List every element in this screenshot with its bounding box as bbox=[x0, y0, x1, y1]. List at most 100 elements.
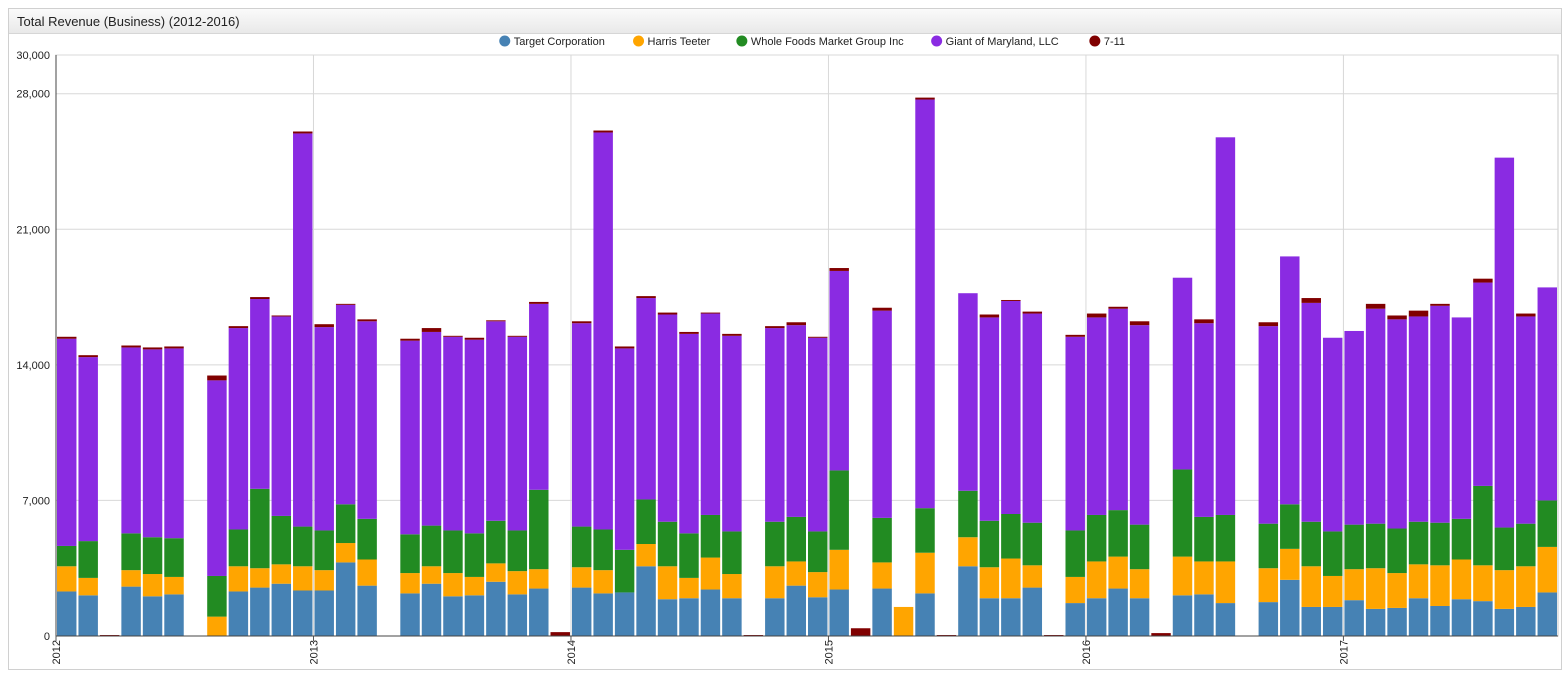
bar-segment-giant-of-maryland-llc[interactable] bbox=[1086, 317, 1107, 515]
bar-segment-whole-foods-market-group-inc[interactable] bbox=[722, 531, 742, 575]
bar-segment-giant-of-maryland-llc[interactable] bbox=[443, 336, 463, 531]
bar-segment-whole-foods-market-group-inc[interactable] bbox=[78, 541, 98, 578]
bar-segment-harris-teeter[interactable] bbox=[1344, 569, 1364, 601]
bar-segment-7-11[interactable] bbox=[164, 346, 184, 349]
bar-segment-whole-foods-market-group-inc[interactable] bbox=[1387, 528, 1407, 574]
bar-segment-whole-foods-market-group-inc[interactable] bbox=[1301, 521, 1321, 567]
bar-segment-harris-teeter[interactable] bbox=[1301, 566, 1321, 607]
bar-segment-giant-of-maryland-llc[interactable] bbox=[1408, 316, 1429, 522]
bar-segment-target-corporation[interactable] bbox=[164, 594, 184, 636]
bar-segment-target-corporation[interactable] bbox=[228, 591, 249, 636]
bar-segment-giant-of-maryland-llc[interactable] bbox=[1387, 319, 1407, 529]
bar-segment-7-11[interactable] bbox=[872, 307, 892, 311]
bar-segment-giant-of-maryland-llc[interactable] bbox=[78, 357, 98, 542]
bar-segment-whole-foods-market-group-inc[interactable] bbox=[979, 520, 1000, 568]
bar-segment-harris-teeter[interactable] bbox=[486, 563, 506, 582]
bar-segment-harris-teeter[interactable] bbox=[1086, 561, 1107, 599]
bar-segment-target-corporation[interactable] bbox=[421, 583, 442, 636]
bar-segment-whole-foods-market-group-inc[interactable] bbox=[872, 517, 892, 563]
bar-segment-whole-foods-market-group-inc[interactable] bbox=[808, 531, 828, 573]
bar-segment-7-11[interactable] bbox=[1473, 278, 1493, 283]
bar-segment-giant-of-maryland-llc[interactable] bbox=[915, 99, 935, 509]
bar-segment-harris-teeter[interactable] bbox=[765, 566, 785, 599]
bar-segment-whole-foods-market-group-inc[interactable] bbox=[915, 508, 935, 553]
legend-item[interactable]: Harris Teeter bbox=[633, 35, 711, 49]
bar-segment-target-corporation[interactable] bbox=[679, 598, 699, 636]
bar-segment-harris-teeter[interactable] bbox=[1108, 556, 1128, 589]
bar-segment-giant-of-maryland-llc[interactable] bbox=[958, 293, 978, 491]
bar-segment-giant-of-maryland-llc[interactable] bbox=[593, 132, 613, 530]
bar-segment-harris-teeter[interactable] bbox=[1451, 559, 1472, 600]
bar-segment-7-11[interactable] bbox=[464, 337, 485, 340]
bar-segment-harris-teeter[interactable] bbox=[164, 576, 184, 595]
bar-segment-harris-teeter[interactable] bbox=[893, 606, 914, 636]
bar-segment-7-11[interactable] bbox=[443, 335, 463, 337]
bar-segment-target-corporation[interactable] bbox=[808, 597, 828, 636]
bar-segment-harris-teeter[interactable] bbox=[1430, 565, 1450, 606]
bar-segment-harris-teeter[interactable] bbox=[464, 576, 485, 596]
bar-segment-harris-teeter[interactable] bbox=[657, 566, 678, 600]
bar-segment-giant-of-maryland-llc[interactable] bbox=[679, 333, 699, 534]
bar-segment-whole-foods-market-group-inc[interactable] bbox=[1322, 531, 1343, 576]
bar-segment-7-11[interactable] bbox=[1151, 633, 1171, 636]
bar-segment-7-11[interactable] bbox=[421, 328, 442, 332]
bar-segment-whole-foods-market-group-inc[interactable] bbox=[958, 490, 978, 538]
bar-segment-giant-of-maryland-llc[interactable] bbox=[1258, 326, 1279, 524]
bar-segment-giant-of-maryland-llc[interactable] bbox=[207, 380, 227, 576]
bar-segment-harris-teeter[interactable] bbox=[1516, 566, 1536, 607]
bar-segment-giant-of-maryland-llc[interactable] bbox=[507, 336, 528, 531]
bar-segment-whole-foods-market-group-inc[interactable] bbox=[1065, 530, 1085, 577]
bar-segment-giant-of-maryland-llc[interactable] bbox=[979, 317, 1000, 521]
bar-segment-giant-of-maryland-llc[interactable] bbox=[786, 325, 806, 517]
bar-segment-7-11[interactable] bbox=[507, 335, 528, 337]
bar-segment-target-corporation[interactable] bbox=[722, 598, 742, 636]
bar-segment-harris-teeter[interactable] bbox=[679, 577, 699, 599]
bar-segment-target-corporation[interactable] bbox=[872, 588, 892, 636]
bar-segment-giant-of-maryland-llc[interactable] bbox=[357, 321, 377, 519]
bar-segment-target-corporation[interactable] bbox=[507, 594, 528, 636]
bar-segment-giant-of-maryland-llc[interactable] bbox=[314, 327, 334, 531]
bar-segment-target-corporation[interactable] bbox=[1537, 592, 1557, 636]
bar-segment-giant-of-maryland-llc[interactable] bbox=[250, 299, 270, 489]
bar-segment-giant-of-maryland-llc[interactable] bbox=[722, 335, 742, 532]
bar-segment-harris-teeter[interactable] bbox=[121, 570, 141, 587]
bar-segment-harris-teeter[interactable] bbox=[958, 537, 978, 567]
bar-segment-harris-teeter[interactable] bbox=[1022, 565, 1043, 588]
bar-segment-giant-of-maryland-llc[interactable] bbox=[164, 348, 184, 539]
bar-segment-giant-of-maryland-llc[interactable] bbox=[571, 323, 592, 527]
bar-segment-target-corporation[interactable] bbox=[1365, 608, 1386, 636]
bar-segment-harris-teeter[interactable] bbox=[722, 574, 742, 599]
bar-segment-harris-teeter[interactable] bbox=[1065, 576, 1085, 604]
bar-segment-harris-teeter[interactable] bbox=[400, 573, 420, 594]
bar-segment-whole-foods-market-group-inc[interactable] bbox=[700, 514, 721, 558]
bar-segment-target-corporation[interactable] bbox=[979, 598, 1000, 636]
bar-segment-7-11[interactable] bbox=[1129, 321, 1150, 326]
bar-segment-harris-teeter[interactable] bbox=[1408, 564, 1429, 599]
bar-segment-target-corporation[interactable] bbox=[700, 589, 721, 636]
bar-segment-giant-of-maryland-llc[interactable] bbox=[1022, 313, 1043, 523]
bar-segment-7-11[interactable] bbox=[915, 97, 935, 100]
bar-segment-whole-foods-market-group-inc[interactable] bbox=[1451, 518, 1472, 560]
bar-segment-whole-foods-market-group-inc[interactable] bbox=[142, 537, 163, 575]
bar-segment-target-corporation[interactable] bbox=[571, 587, 592, 636]
bar-segment-harris-teeter[interactable] bbox=[979, 567, 1000, 599]
bar-segment-giant-of-maryland-llc[interactable] bbox=[464, 339, 485, 534]
legend-item[interactable]: Whole Foods Market Group Inc bbox=[736, 35, 904, 49]
bar-segment-harris-teeter[interactable] bbox=[1494, 570, 1515, 609]
bar-segment-whole-foods-market-group-inc[interactable] bbox=[529, 489, 549, 570]
bar-segment-whole-foods-market-group-inc[interactable] bbox=[250, 488, 270, 569]
bar-segment-giant-of-maryland-llc[interactable] bbox=[1129, 325, 1150, 525]
bar-segment-7-11[interactable] bbox=[78, 355, 98, 358]
bar-segment-7-11[interactable] bbox=[293, 131, 313, 134]
bar-segment-giant-of-maryland-llc[interactable] bbox=[614, 348, 635, 550]
bar-segment-whole-foods-market-group-inc[interactable] bbox=[121, 533, 141, 571]
bar-segment-harris-teeter[interactable] bbox=[293, 566, 313, 591]
bar-segment-target-corporation[interactable] bbox=[142, 596, 163, 636]
bar-segment-target-corporation[interactable] bbox=[1451, 599, 1472, 636]
bar-segment-whole-foods-market-group-inc[interactable] bbox=[357, 518, 377, 560]
bar-segment-giant-of-maryland-llc[interactable] bbox=[1108, 308, 1128, 511]
bar-segment-whole-foods-market-group-inc[interactable] bbox=[679, 533, 699, 578]
bar-segment-target-corporation[interactable] bbox=[1258, 602, 1279, 636]
bar-segment-harris-teeter[interactable] bbox=[443, 573, 463, 597]
bar-segment-harris-teeter[interactable] bbox=[1473, 565, 1493, 602]
